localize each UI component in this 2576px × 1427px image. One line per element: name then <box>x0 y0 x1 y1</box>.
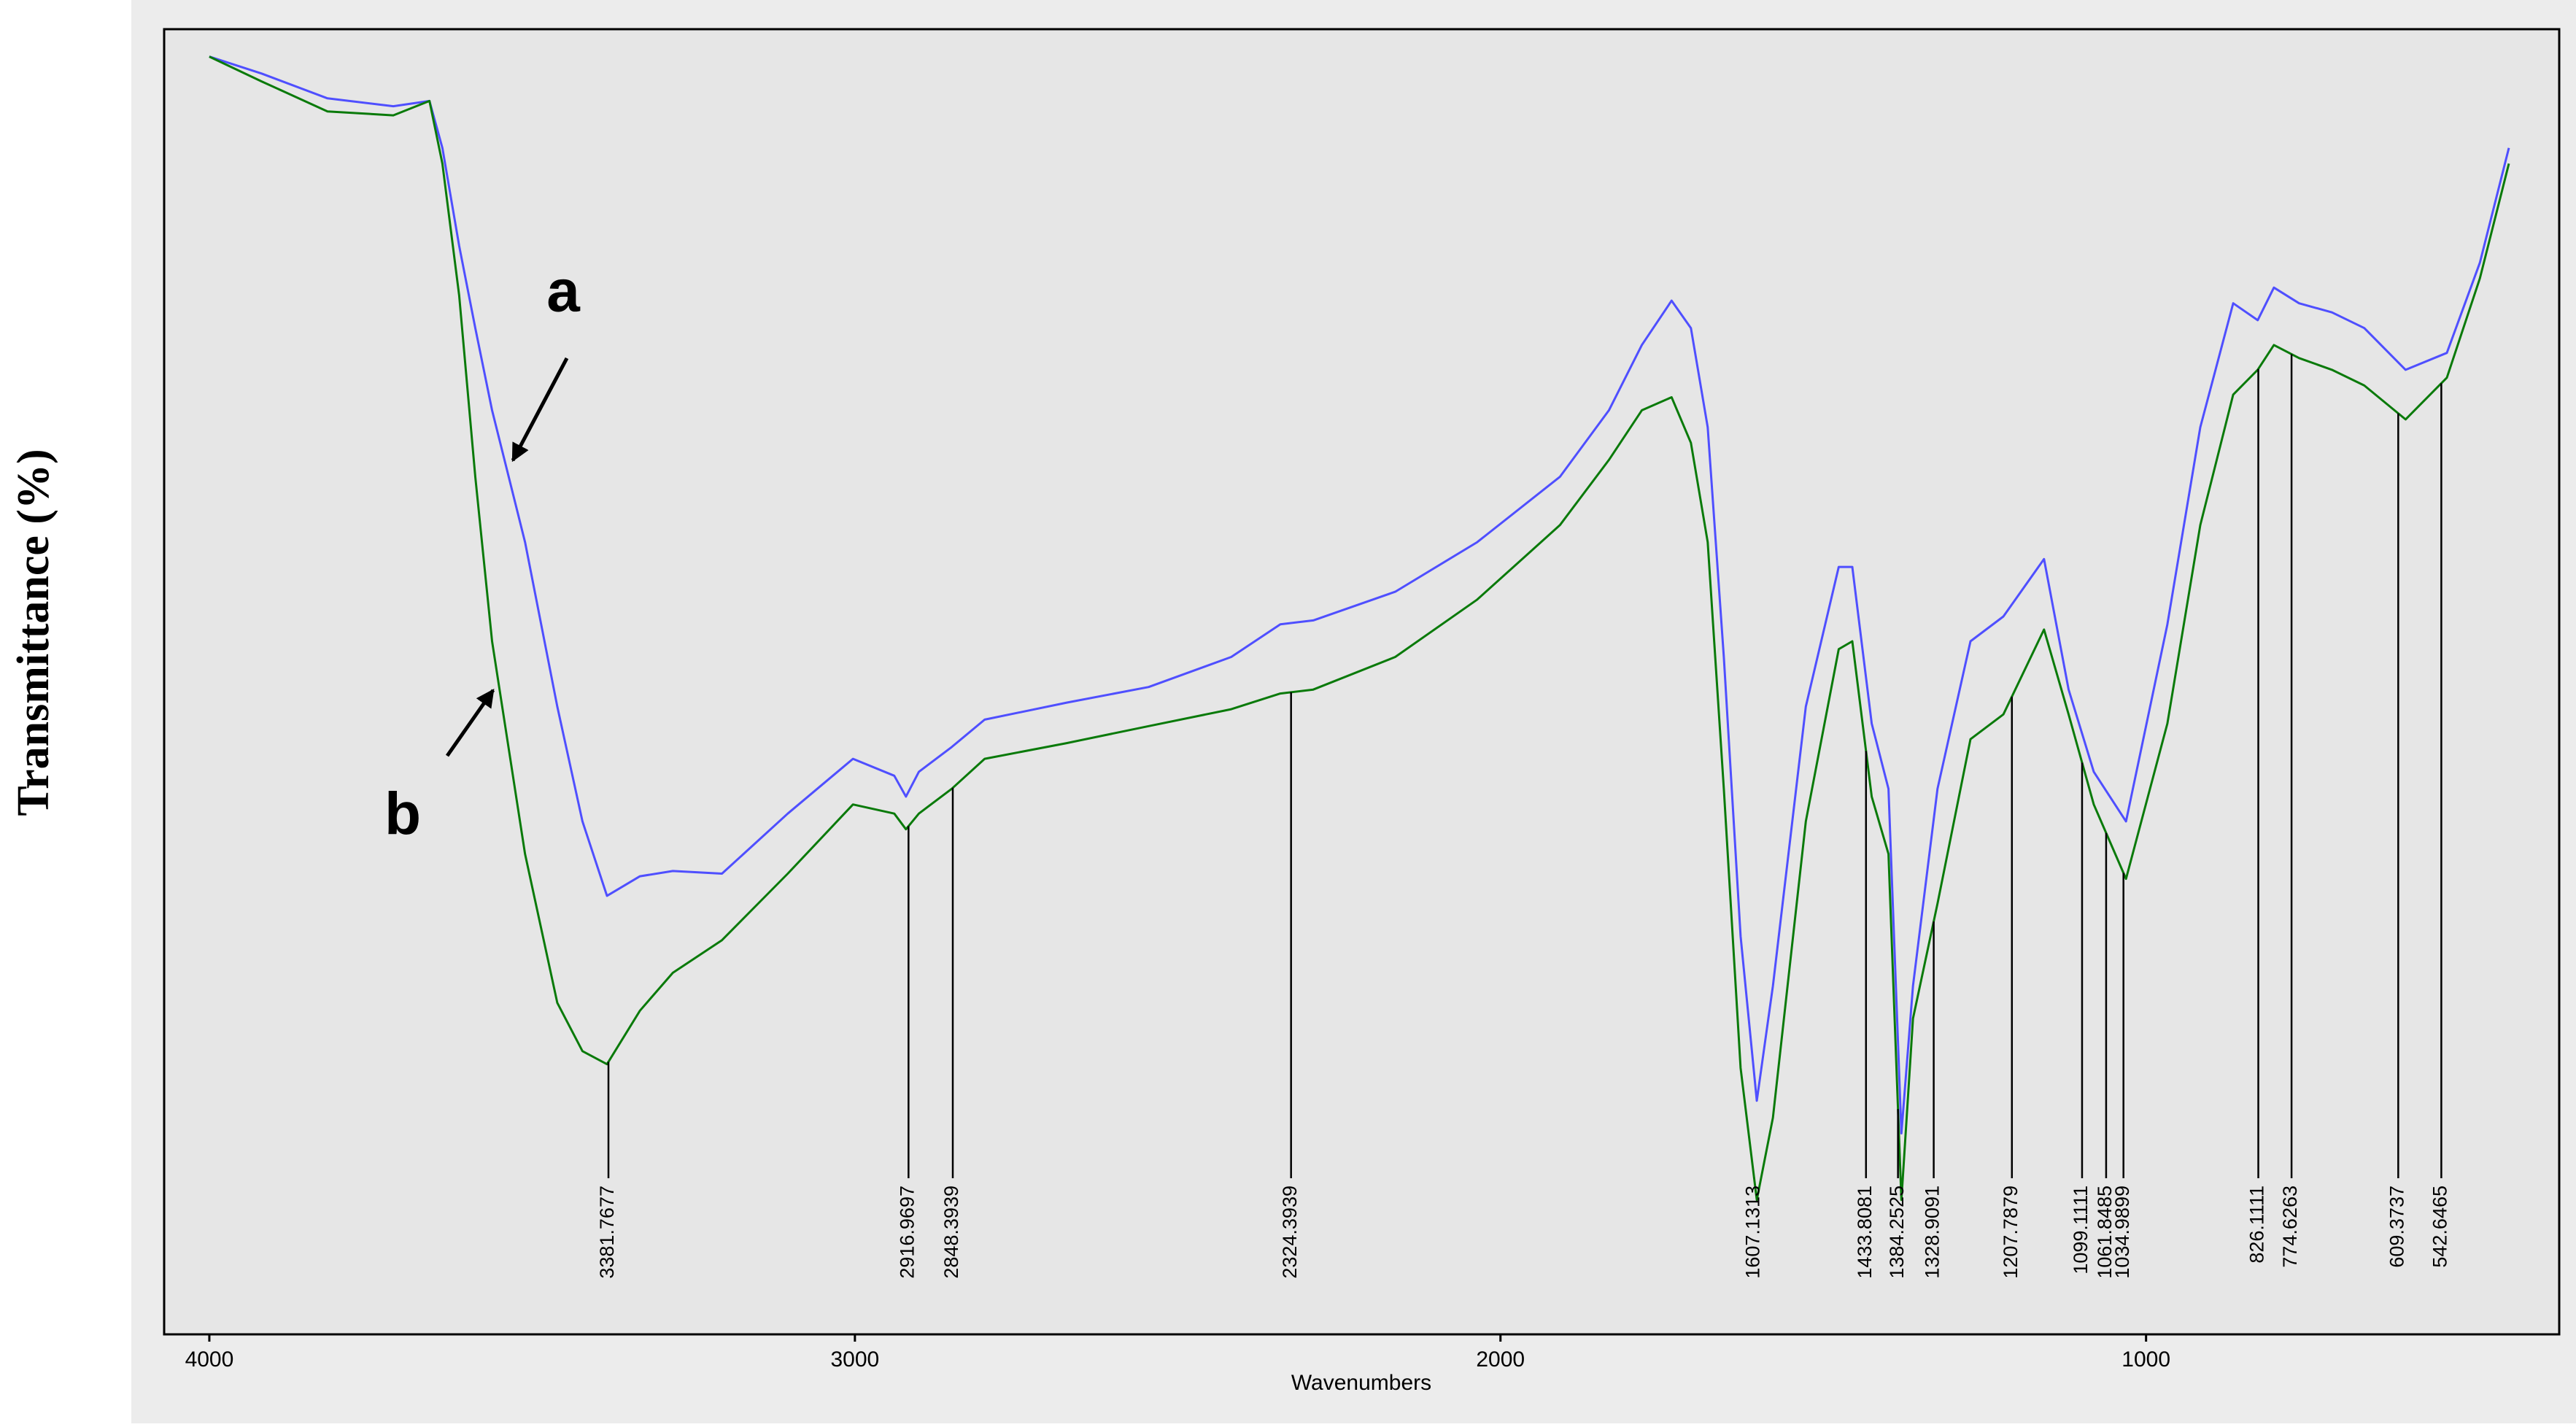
marks: 4000 3000 2000 1000 3381.7677 2916.9697 2848.3… <box>185 55 2510 1372</box>
y-axis-label: Transmittance (%) <box>9 449 58 816</box>
peak-label: 1607.1313 <box>1742 1186 1764 1279</box>
peak-label: 2324.3939 <box>1279 1186 1301 1279</box>
x-tick-label: 2000 <box>1476 1347 1525 1372</box>
peak-label: 2916.9697 <box>896 1186 918 1279</box>
arrow <box>511 357 569 463</box>
peak-label: 542.6465 <box>2429 1186 2451 1268</box>
peak-label: 826.1111 <box>2246 1186 2268 1264</box>
x-axis-label: Wavenumbers <box>1291 1371 1431 1395</box>
plot-area <box>163 28 2561 1336</box>
peak-label: 1099.1111 <box>2070 1186 2092 1275</box>
peak-label: 609.3737 <box>2386 1186 2407 1268</box>
x-tick-label: 4000 <box>185 1347 234 1372</box>
series-label: a <box>546 258 581 325</box>
peak-label: 2848.3939 <box>940 1186 962 1279</box>
peak-label: 1384.2525 <box>1886 1186 1908 1279</box>
peak-label: 774.6263 <box>2279 1186 2301 1268</box>
peak-label: 1433.8081 <box>1854 1186 1876 1279</box>
x-tick-label: 3000 <box>830 1347 879 1372</box>
series-label: b <box>384 781 421 848</box>
peak-label: 1061.8485 <box>2094 1186 2116 1279</box>
x-tick-label: 1000 <box>2121 1347 2170 1372</box>
series-line <box>209 55 2510 1202</box>
peak-label: 1034.9899 <box>2111 1186 2133 1279</box>
series-line <box>209 55 2510 1134</box>
peak-label: 1207.7879 <box>2000 1186 2022 1279</box>
peak-label: 1328.9091 <box>1922 1186 1943 1279</box>
peak-label: 3381.7677 <box>596 1186 618 1279</box>
arrow <box>445 688 495 757</box>
